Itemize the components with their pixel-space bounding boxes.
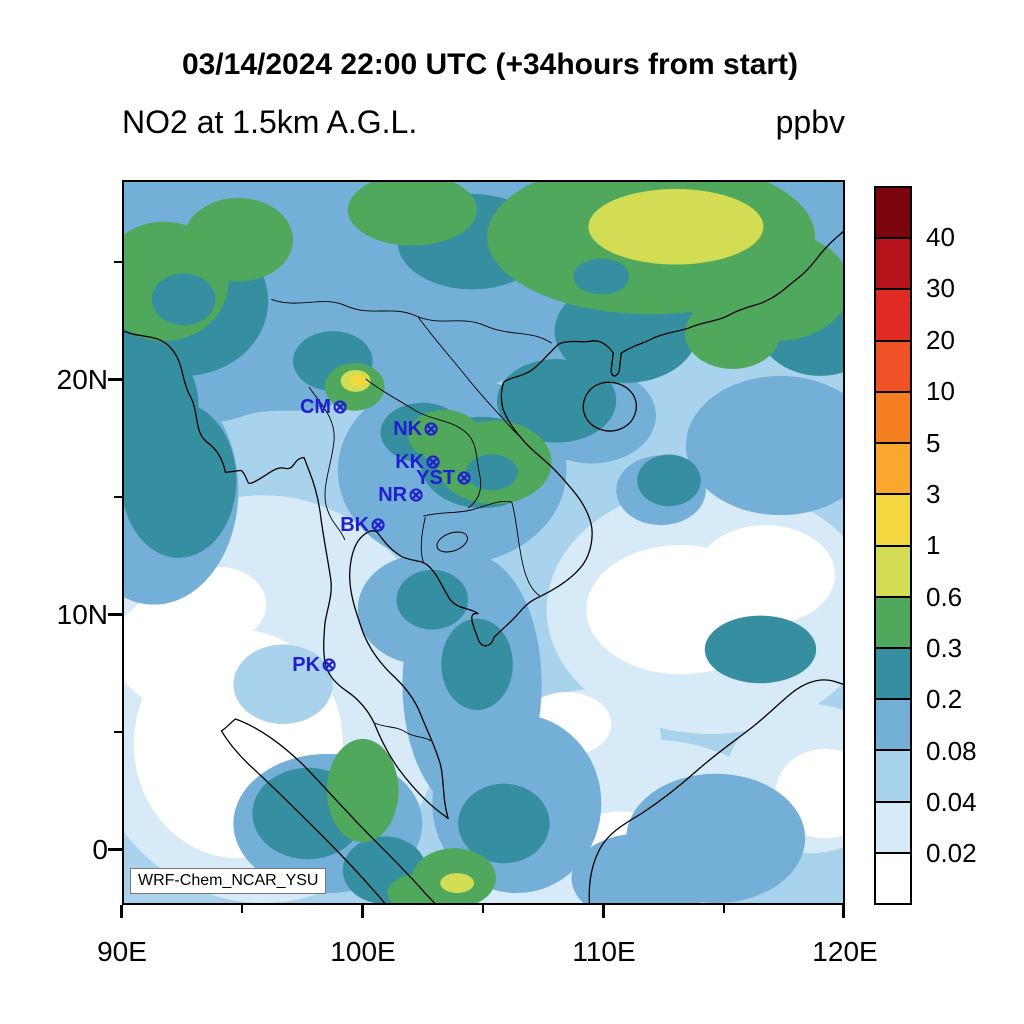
station-otimes-icon: ⊗ xyxy=(332,397,348,418)
colorbar-segment xyxy=(876,341,910,393)
x-tick-minor xyxy=(723,905,725,913)
colorbar xyxy=(874,186,912,905)
colorbar-segment xyxy=(876,802,910,854)
x-tick-label-120e: 120E xyxy=(812,936,878,967)
country-borders xyxy=(271,298,552,742)
colorbar-segment xyxy=(876,751,910,803)
y-tick-minor xyxy=(114,261,122,263)
station-otimes-icon: ⊗ xyxy=(408,485,424,506)
x-tick-minor xyxy=(482,905,484,913)
x-tick-major xyxy=(842,905,845,918)
colorbar-label: 20 xyxy=(926,325,955,355)
station-otimes-icon: ⊗ xyxy=(370,515,386,536)
colorbar-label: 0.2 xyxy=(926,684,963,714)
y-tick-label-20n: 20N xyxy=(56,364,108,395)
colorbar-segment xyxy=(876,648,910,701)
model-watermark: WRF-Chem_NCAR_YSU xyxy=(130,868,327,894)
plot-title: 03/14/2024 22:00 UTC (+34hours from star… xyxy=(181,48,799,81)
colorbar-label: 40 xyxy=(926,222,955,252)
colorbar-segment xyxy=(876,188,910,240)
colorbar-label: 10 xyxy=(926,376,955,406)
no2-contour-field xyxy=(124,182,843,903)
colorbar-segment xyxy=(876,392,910,445)
contour-band-yellow xyxy=(350,374,367,387)
colorbar-label: 0.3 xyxy=(926,633,963,663)
colorbar-label: 5 xyxy=(926,428,941,458)
y-tick-major xyxy=(108,848,122,851)
variable-title: NO2 at 1.5km A.G.L. xyxy=(122,104,418,140)
x-tick-major xyxy=(120,905,123,918)
y-tick-minor xyxy=(114,731,122,733)
x-tick-major xyxy=(361,905,364,918)
coastlines xyxy=(124,231,843,903)
colorbar-label: 0.04 xyxy=(926,787,977,817)
station-marker-kk: KK⊗ xyxy=(395,451,441,473)
lake-outline xyxy=(436,531,468,553)
contour-teal-accents xyxy=(151,258,630,491)
colorbar-segment xyxy=(876,546,910,598)
station-marker-bk: BK⊗ xyxy=(340,514,386,536)
station-marker-nk: NK⊗ xyxy=(393,418,439,440)
colorbar-segment xyxy=(876,597,910,649)
station-marker-cm: CM⊗ xyxy=(299,396,348,418)
y-tick-label-0: 0 xyxy=(92,834,108,865)
colorbar-label: 0.08 xyxy=(926,736,977,766)
colorbar-label: 3 xyxy=(926,479,941,509)
colorbar-segment xyxy=(876,495,910,547)
station-otimes-icon: ⊗ xyxy=(456,468,472,489)
colorbar-segment xyxy=(876,700,910,752)
x-tick-minor xyxy=(241,905,243,913)
units-label: ppbv xyxy=(775,104,845,140)
colorbar-label: 0.02 xyxy=(926,838,977,868)
station-otimes-icon: ⊗ xyxy=(321,655,337,676)
colorbar-segment xyxy=(876,444,910,496)
station-marker-nr: NR⊗ xyxy=(378,484,424,506)
colorbar-segment xyxy=(876,853,910,904)
station-marker-pk: PK⊗ xyxy=(292,654,337,676)
colorbar-segment xyxy=(876,239,910,291)
colorbar-label: 1 xyxy=(926,530,941,560)
y-tick-major xyxy=(108,613,122,616)
x-tick-major xyxy=(602,905,605,918)
station-otimes-icon: ⊗ xyxy=(425,452,441,473)
map-plot-area: CM⊗ NK⊗ KK⊗ YST⊗ NR⊗ BK⊗ PK⊗ WRF-Chem_NC… xyxy=(122,180,845,905)
y-tick-label-10n: 10N xyxy=(56,599,108,630)
colorbar-label: 30 xyxy=(926,273,955,303)
station-otimes-icon: ⊗ xyxy=(423,419,439,440)
station-marker-yst: YST⊗ xyxy=(416,467,472,489)
x-tick-label-110e: 110E xyxy=(572,936,636,967)
x-tick-label-90e: 90E xyxy=(97,936,147,967)
y-tick-major xyxy=(108,378,122,381)
colorbar-label: 0.6 xyxy=(926,582,963,612)
y-tick-minor xyxy=(114,496,122,498)
colorbar-segment xyxy=(876,290,910,342)
x-tick-label-100e: 100E xyxy=(330,936,396,967)
